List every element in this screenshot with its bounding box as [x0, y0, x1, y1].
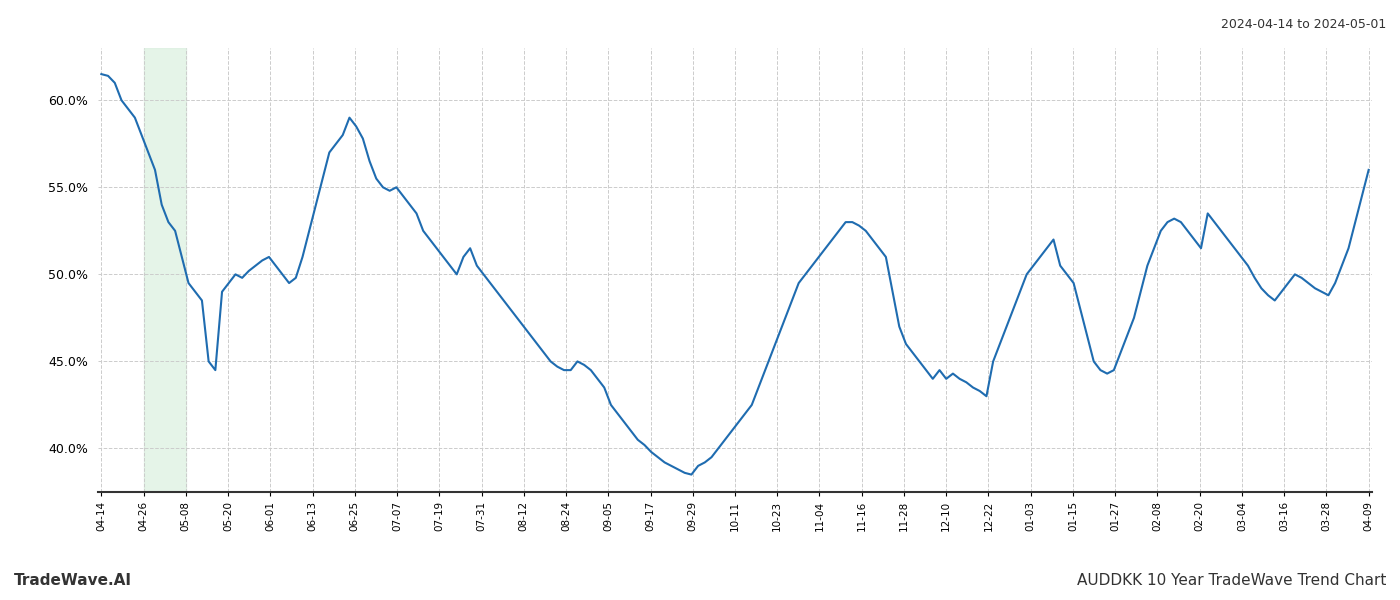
Text: TradeWave.AI: TradeWave.AI [14, 573, 132, 588]
Text: AUDDKK 10 Year TradeWave Trend Chart: AUDDKK 10 Year TradeWave Trend Chart [1077, 573, 1386, 588]
Bar [144, 48, 186, 492]
Text: 2024-04-14 to 2024-05-01: 2024-04-14 to 2024-05-01 [1221, 18, 1386, 31]
